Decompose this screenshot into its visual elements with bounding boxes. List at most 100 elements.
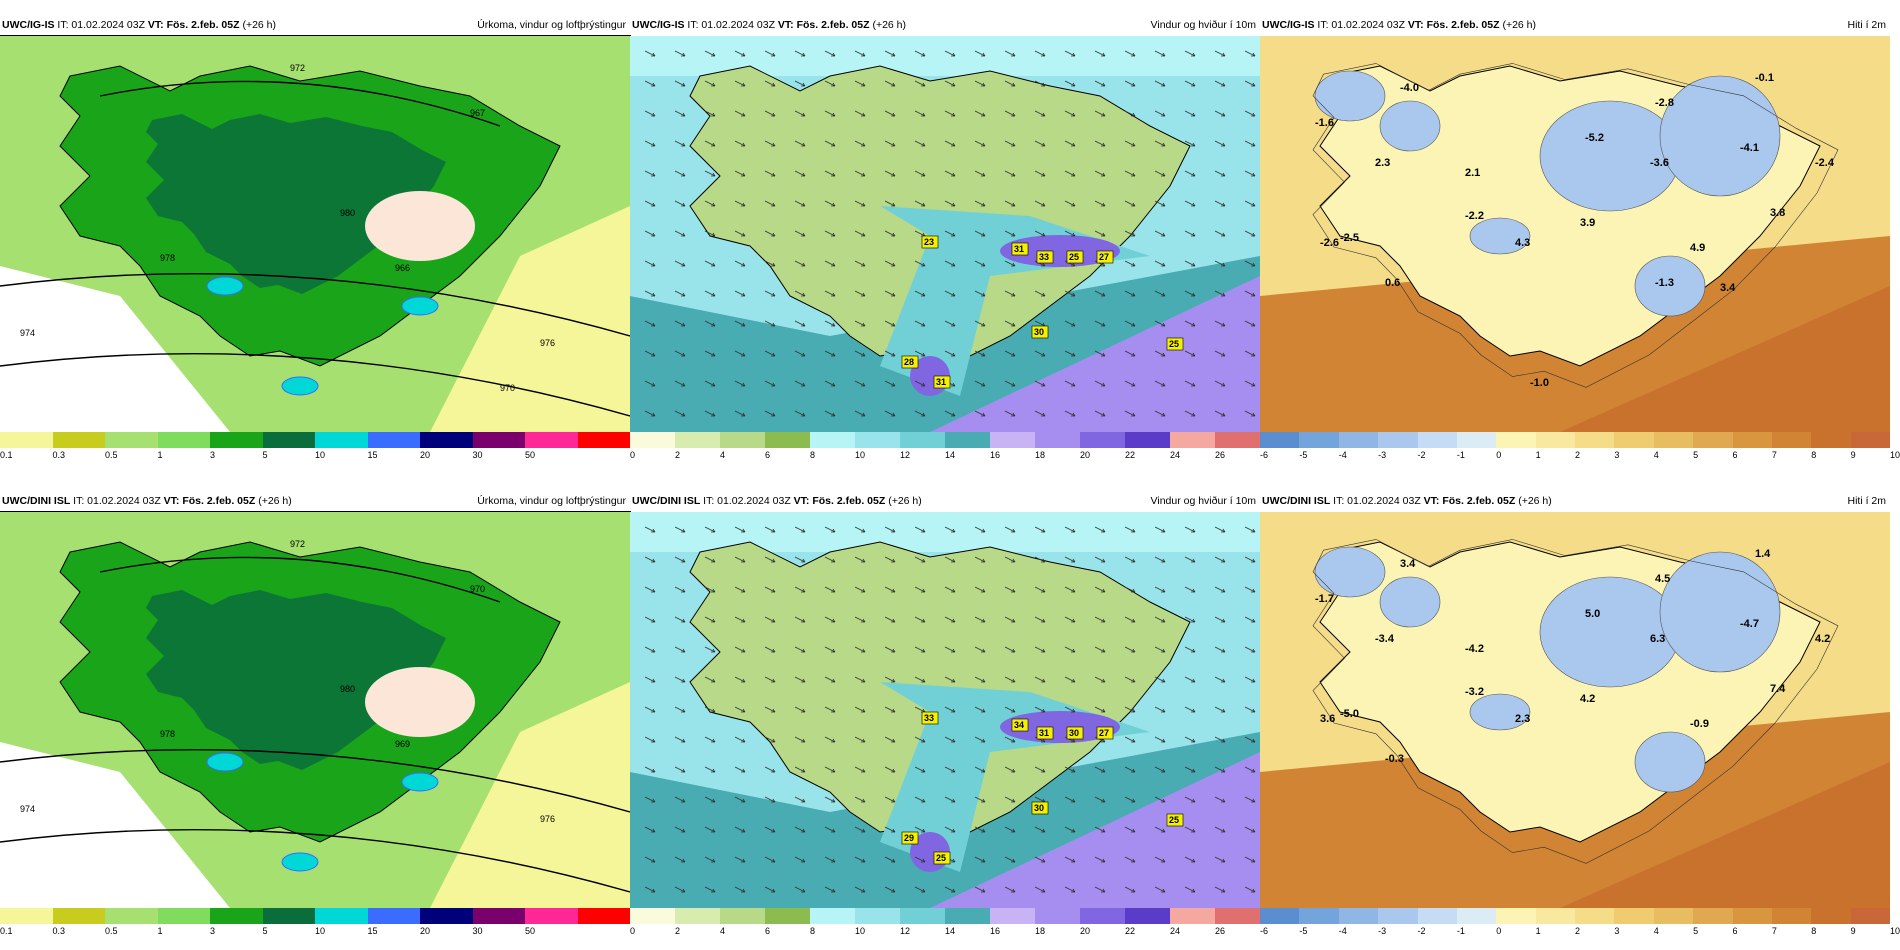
wind-arrow [644, 886, 656, 893]
wind-arrow [794, 676, 806, 683]
wind-arrow [674, 676, 686, 683]
legend-tick-label: 0 [1496, 926, 1502, 936]
legend-tick-label: 18 [1035, 450, 1046, 460]
wind-arrow [644, 170, 656, 177]
dry-area [0, 742, 230, 908]
wind-arrow [1094, 170, 1106, 177]
wind-arrow [704, 380, 716, 387]
wind-arrow [824, 706, 836, 713]
legend-tick-label: 3 [1614, 450, 1620, 460]
temperature-label: 4.9 [1690, 242, 1705, 254]
wind-arrow [1154, 80, 1166, 87]
gust-value: 34 [1014, 720, 1024, 730]
wind-arrow [764, 200, 776, 207]
wind-arrow [794, 350, 806, 357]
wind-arrow [794, 556, 806, 563]
wind-arrow [974, 140, 986, 147]
wind-arrow [1034, 616, 1046, 623]
wind-arrow [1184, 320, 1196, 327]
legend-tick-label: 12 [900, 450, 911, 460]
temperature-label: -1.7 [1315, 593, 1334, 605]
legend-swatch [577, 908, 630, 924]
south-sea-area [1560, 286, 1890, 432]
light-precip-area [430, 206, 630, 432]
wind-arrow [674, 260, 686, 267]
wind-arrow [1184, 80, 1196, 87]
wind-arrow [734, 886, 746, 893]
wind-arrow [674, 556, 686, 563]
product-title: Úrkoma, vindur og loftþrýstingur [477, 495, 626, 507]
temperature-label: 4.3 [1515, 237, 1530, 249]
legend-swatch [1850, 432, 1890, 448]
wind-arrow [974, 290, 986, 297]
legend-tick-label: 8 [810, 450, 816, 460]
wind-arrow [1034, 170, 1046, 177]
product-title: Úrkoma, vindur og loftþrýstingur [477, 19, 626, 31]
wind-arrow [1064, 170, 1076, 177]
wind-arrow [1064, 586, 1076, 593]
wind-arrow [674, 616, 686, 623]
cold-area [1539, 576, 1681, 688]
legend-tick-label: -1 [1456, 450, 1465, 460]
wind-arrow [674, 766, 686, 773]
wind-arrow [674, 796, 686, 803]
legend-swatch [1811, 432, 1851, 448]
wind-arrow [644, 350, 656, 357]
legend-tick-label: 20 [1080, 926, 1091, 936]
wind-arrow [764, 526, 776, 533]
legend-swatch [1456, 432, 1497, 448]
temperature-label: -3.4 [1375, 633, 1395, 645]
wind-arrow [1124, 80, 1136, 87]
legend-tick-label: 24 [1170, 926, 1181, 936]
wind-arrow [1244, 140, 1256, 147]
wind-arrow [704, 200, 716, 207]
wind-arrow [854, 110, 866, 117]
temperature-label: 4.5 [1655, 573, 1670, 585]
wind-arrow [1124, 410, 1136, 417]
panel-header: UWC/DINI ISL IT: 01.02.2024 03Z VT: Fös.… [0, 492, 630, 510]
legend-tick-label: 18 [1035, 926, 1046, 936]
wind-arrow [704, 676, 716, 683]
isotherm [1312, 539, 1839, 864]
wind-arrow [854, 676, 866, 683]
wind-arrow [974, 200, 986, 207]
valid-time: VT: Fös. 2.feb. 05Z [777, 19, 870, 31]
legend-tick-label: 26 [1215, 450, 1226, 460]
gale-area [930, 276, 1260, 432]
legend-swatch [1170, 432, 1215, 448]
wind-arrow [914, 380, 926, 387]
legend-tick-label: 2 [675, 450, 681, 460]
wind-arrow [794, 260, 806, 267]
wind-arrow [1064, 646, 1076, 653]
wind-arrow [1064, 320, 1076, 327]
gust-value: 23 [924, 237, 934, 247]
legend-swatch [105, 908, 158, 924]
intense-precip-cell [206, 276, 244, 296]
gust-badge: 33 [921, 711, 939, 725]
wind-arrow [944, 676, 956, 683]
wind-arrow [1154, 856, 1166, 863]
legend-swatch [1653, 908, 1694, 924]
color-legend [630, 908, 1260, 924]
legend-swatch [1080, 432, 1125, 448]
wind-arrow [854, 646, 866, 653]
wind-arrow [974, 556, 986, 563]
temperature-label: -2.4 [1815, 157, 1835, 169]
wind-arrow [1124, 766, 1136, 773]
wind-arrow [734, 556, 746, 563]
cold-area [1659, 551, 1781, 673]
wind-arrow [1004, 616, 1016, 623]
isobar [99, 556, 501, 603]
legend-swatch [262, 432, 315, 448]
wind-arrow [824, 140, 836, 147]
wind-arrow [824, 170, 836, 177]
wind-arrow [674, 410, 686, 417]
wind-arrow [884, 556, 896, 563]
wind-arrow [854, 706, 866, 713]
wind-arrow [914, 260, 926, 267]
wind-arrow [764, 290, 776, 297]
wind-arrow [1034, 50, 1046, 57]
wind-arrow [794, 320, 806, 327]
wind-arrow [674, 886, 686, 893]
temperature-label: 3.9 [1580, 217, 1595, 229]
